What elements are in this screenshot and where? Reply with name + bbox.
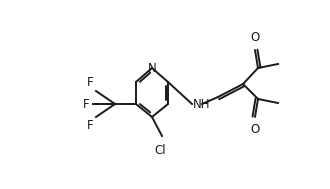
Text: F: F [83,98,90,111]
Text: O: O [250,123,260,136]
Text: F: F [86,119,93,132]
Text: F: F [86,76,93,89]
Text: NH: NH [193,98,211,111]
Text: N: N [148,61,156,74]
Text: Cl: Cl [154,144,166,157]
Text: O: O [250,31,260,44]
